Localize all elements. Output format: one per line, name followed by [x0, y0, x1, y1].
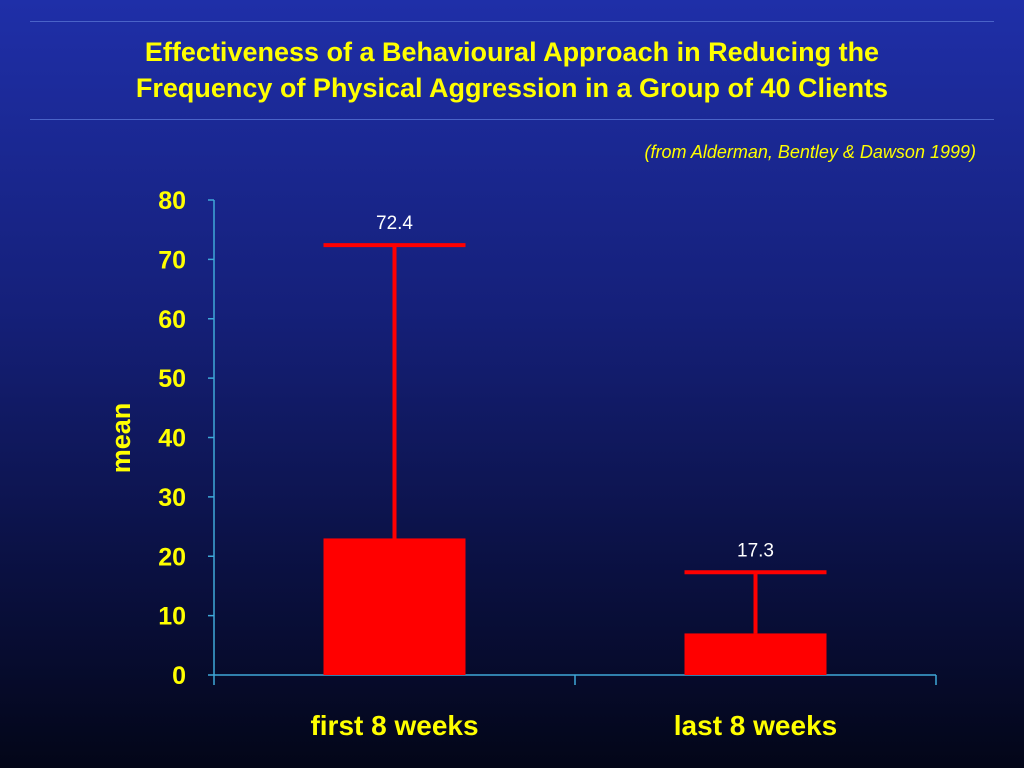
x-category-label: last 8 weeks [674, 710, 837, 741]
y-tick-label: 0 [172, 662, 186, 690]
bar [684, 633, 827, 675]
data-label: 72.4 [376, 213, 413, 234]
data-label: 17.3 [737, 540, 774, 561]
y-tick-label: 10 [158, 603, 186, 631]
y-tick-label: 40 [158, 425, 186, 453]
y-tick-label: 60 [158, 306, 186, 334]
y-tick-label: 30 [158, 484, 186, 512]
title-line-2: Frequency of Physical Aggression in a Gr… [135, 73, 889, 103]
x-category-label: first 8 weeks [310, 710, 478, 741]
y-tick-label: 20 [158, 543, 186, 571]
y-tick-label: 50 [158, 365, 186, 393]
title-rule-bottom [30, 119, 994, 120]
title-rule-top [30, 21, 994, 22]
source-citation: (from Alderman, Bentley & Dawson 1999) [644, 142, 976, 162]
chart-title: Effectiveness of a Behavioural Approach … [0, 34, 1024, 106]
y-tick-label: 80 [158, 187, 186, 215]
y-tick-label: 70 [158, 246, 186, 274]
title-line-1: Effectiveness of a Behavioural Approach … [144, 37, 880, 67]
bar [323, 538, 466, 675]
y-axis-label: mean [106, 403, 136, 474]
